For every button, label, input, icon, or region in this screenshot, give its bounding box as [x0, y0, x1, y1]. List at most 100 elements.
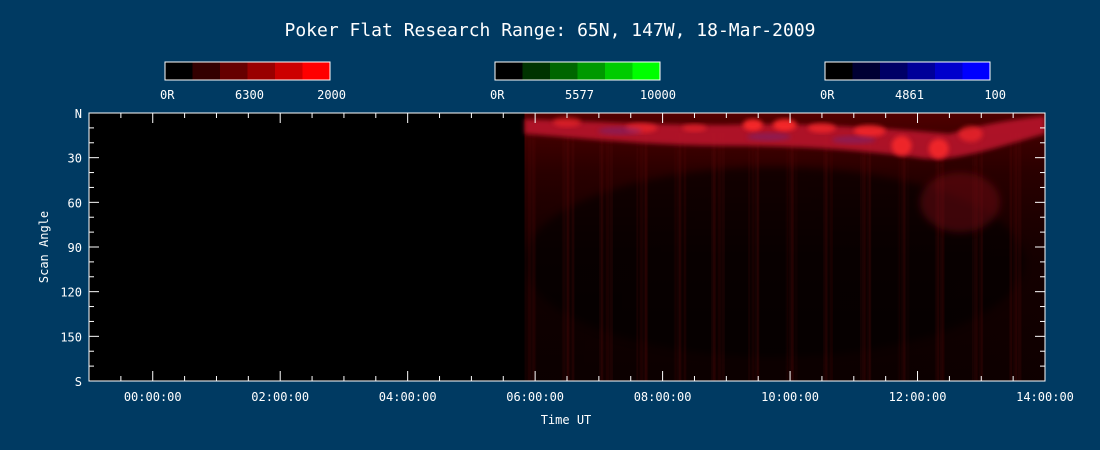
emission-streak — [822, 133, 827, 381]
arc-bright-spot — [742, 118, 763, 131]
emission-streak — [936, 133, 940, 381]
emission-streak — [1012, 133, 1017, 381]
colorbar-max-label: 2000 — [317, 88, 346, 102]
colorbar-segment — [192, 62, 221, 80]
aurora-emission-layer — [524, 113, 1045, 381]
x-axis: 00:00:00 02:00:00 04:00:00 06:00:00 08:00:00… — [88, 113, 1074, 404]
emission-streak — [943, 133, 945, 381]
x-tick-label: 04:00:00 — [379, 390, 437, 404]
emission-streak — [529, 133, 532, 381]
emission-streak — [792, 133, 794, 381]
emission-streak — [863, 133, 867, 381]
emission-streak — [607, 133, 610, 381]
chart-title: Poker Flat Research Range: 65N, 147W, 18… — [284, 20, 815, 41]
colorbar-segment — [907, 62, 936, 80]
y-tick-label: 150 — [60, 330, 82, 344]
y-tick-label: S — [75, 375, 82, 389]
emission-streak — [978, 133, 983, 381]
colorbar-6300: 0R 6300 2000 — [160, 61, 346, 102]
x-tick-label: 08:00:00 — [634, 390, 692, 404]
emission-streak — [524, 133, 527, 381]
emission-streak — [563, 133, 566, 381]
emission-streak — [719, 133, 722, 381]
emission-streak — [1017, 133, 1022, 381]
emission-streak — [868, 133, 872, 381]
emission-streak — [750, 133, 754, 381]
colorbar-segment — [165, 62, 193, 80]
y-tick-label: 120 — [60, 286, 82, 300]
colorbar-segment — [247, 62, 276, 80]
arc-bright-spot — [891, 135, 912, 156]
emission-streak — [941, 133, 945, 381]
colorbar-segment — [577, 62, 606, 80]
colorbar-max-label: 10000 — [640, 88, 676, 102]
emission-streak — [938, 133, 940, 381]
arc-blue-tinge — [598, 126, 643, 135]
emission-streak — [638, 133, 642, 381]
x-tick-label: 10:00:00 — [761, 390, 819, 404]
emission-streak — [831, 133, 833, 381]
emission-streak — [717, 133, 721, 381]
colorbar-segment — [550, 62, 578, 80]
x-tick-label: 12:00:00 — [889, 390, 947, 404]
arc-bright-spot — [772, 118, 797, 131]
emission-streak — [867, 133, 871, 381]
colorbar-wavelength-label: 6300 — [235, 88, 264, 102]
emission-streak — [860, 133, 862, 381]
emission-streak — [531, 133, 535, 381]
emission-streak — [636, 133, 638, 381]
y-tick-label: 60 — [68, 196, 82, 210]
x-tick-label: 14:00:00 — [1016, 390, 1074, 404]
emission-streak — [678, 133, 682, 381]
emission-streak — [534, 133, 537, 381]
colorbar-segment — [302, 62, 331, 80]
emission-streak — [1014, 133, 1018, 381]
colorbar-segment — [825, 62, 853, 80]
emission-streak — [527, 133, 531, 381]
emission-streak — [748, 133, 750, 381]
emission-streak — [755, 133, 759, 381]
colorbar-frame — [824, 61, 991, 81]
emission-streak — [682, 133, 686, 381]
emission-streak — [902, 133, 906, 381]
emission-streak — [602, 133, 605, 381]
emission-streak — [712, 133, 716, 381]
y-tick-label: 90 — [68, 241, 82, 255]
emission-streak — [972, 133, 974, 381]
x-tick-label: 00:00:00 — [124, 390, 182, 404]
y-axis-label: Scan Angle — [37, 211, 51, 283]
colorbar-4861: 0R 4861 100 — [820, 61, 1006, 102]
emission-streak — [566, 133, 570, 381]
emission-streak — [711, 133, 715, 381]
y-tick-label: 30 — [68, 152, 82, 166]
emission-streak — [787, 133, 789, 381]
colorbar-5577: 0R 5577 10000 — [490, 61, 676, 102]
emission-streak — [906, 133, 910, 381]
emission-streak — [714, 133, 716, 381]
x-tick-label: 02:00:00 — [251, 390, 309, 404]
emission-streak — [790, 133, 794, 381]
emission-streak — [721, 133, 725, 381]
colorbar-segment — [935, 62, 963, 80]
arc-bright-spot — [553, 116, 581, 127]
emission-streak — [751, 133, 755, 381]
emission-streak — [599, 133, 603, 381]
emission-streak — [570, 133, 574, 381]
low-emission-zone — [524, 166, 1025, 357]
arc-bright-spot — [958, 125, 983, 142]
colorbar-frame — [164, 61, 331, 81]
arc-blue-tinge — [746, 132, 791, 141]
emission-streak — [1016, 133, 1018, 381]
emission-streak — [526, 133, 530, 381]
right-lower-glow — [920, 172, 1001, 233]
colorbar-segment — [632, 62, 661, 80]
emission-streak — [785, 133, 789, 381]
x-tick-label: 06:00:00 — [506, 390, 564, 404]
colorbar-min-label: 0R — [160, 88, 175, 102]
emission-streak — [1009, 133, 1012, 381]
emission-streak — [561, 133, 565, 381]
colorbar-frame — [494, 61, 661, 81]
emission-streak — [1011, 133, 1013, 381]
emission-streak — [609, 133, 613, 381]
